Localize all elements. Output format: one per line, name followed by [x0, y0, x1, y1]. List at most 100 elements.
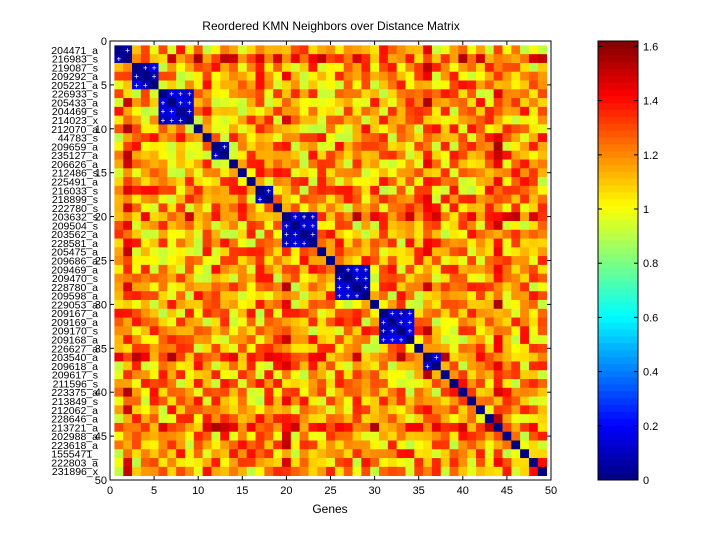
heatmap-cell: [387, 343, 398, 354]
heatmap-cell: [193, 141, 204, 152]
heatmap-cell: [387, 431, 398, 441]
heatmap-cell: [158, 370, 168, 380]
heatmap-cell: [255, 414, 265, 424]
heatmap-cell: [387, 45, 398, 55]
heatmap-cell: [211, 124, 221, 134]
heatmap-cell: [387, 291, 398, 301]
heatmap-cell: [423, 370, 433, 380]
neighbor-marker: +: [116, 55, 121, 64]
heatmap-cell: [211, 247, 221, 257]
heatmap-cell: [123, 229, 133, 239]
heatmap-cell: [184, 212, 195, 222]
heatmap-cell: [343, 414, 353, 424]
heatmap-cell: [326, 220, 336, 231]
heatmap-cell: [149, 71, 159, 81]
heatmap-cell: [211, 229, 221, 239]
heatmap-cell: [114, 335, 124, 345]
heatmap-cell: [431, 98, 442, 108]
heatmap-cell: [193, 133, 204, 143]
heatmap-cell: [396, 203, 406, 213]
heatmap-cell: [184, 238, 195, 248]
colorbar-tick-label: 0.8: [643, 258, 658, 270]
heatmap-cell: [370, 335, 380, 345]
heatmap-cell: [414, 379, 424, 389]
heatmap-cell: [184, 220, 195, 231]
heatmap-cell: [317, 133, 327, 143]
heatmap-cell: [343, 387, 353, 397]
heatmap-cell: [299, 168, 309, 178]
heatmap-cell: [493, 229, 503, 239]
heatmap-cell: [140, 185, 151, 196]
heatmap-cell: [352, 168, 362, 178]
heatmap-cell: [449, 98, 459, 108]
heatmap-cell: [308, 159, 318, 169]
heatmap-cell: [387, 159, 398, 169]
heatmap-cell: [237, 194, 248, 204]
heatmap-cell: [167, 291, 177, 301]
heatmap-cell: [379, 220, 389, 231]
heatmap-cell: [387, 194, 398, 204]
colorbar-segment: [598, 82, 638, 90]
heatmap-cell: [511, 62, 521, 73]
neighbor-marker: +: [363, 283, 368, 292]
heatmap-cell: [281, 387, 292, 397]
heatmap-cell: [493, 194, 503, 204]
heatmap-cell: [396, 54, 406, 64]
heatmap-cell: [140, 80, 151, 90]
gene-label: 209617_s: [52, 370, 98, 382]
heatmap-cell: [370, 431, 380, 441]
heatmap-cell: [149, 379, 159, 389]
heatmap-cell: [149, 440, 159, 450]
heatmap-cell: [379, 335, 389, 345]
heatmap-cell: [502, 238, 512, 248]
heatmap-cell: [449, 264, 459, 275]
heatmap-cell: [528, 177, 539, 187]
heatmap-cell: [423, 282, 433, 292]
heatmap-cell: [114, 89, 124, 99]
heatmap-cell: [423, 440, 433, 450]
heatmap-cell: [502, 440, 512, 450]
heatmap-cell: [308, 317, 318, 327]
heatmap-cell: [273, 352, 283, 362]
heatmap-cell: [467, 238, 477, 248]
gene-label: 205433_a: [51, 97, 98, 109]
heatmap-cell: [184, 317, 195, 327]
heatmap-cell: [220, 115, 230, 125]
heatmap-cell: [123, 141, 133, 152]
heatmap-cell: [149, 212, 159, 222]
heatmap-cell: [502, 405, 512, 415]
heatmap-cell: [299, 326, 309, 336]
heatmap-cell: [449, 238, 459, 248]
heatmap-cell: [379, 291, 389, 301]
colorbar-segment: [598, 349, 638, 358]
heatmap-cell: [370, 229, 380, 239]
heatmap-cell: [184, 141, 195, 152]
heatmap-cell: [167, 62, 177, 73]
heatmap-cell: [202, 300, 212, 310]
heatmap-cell: [520, 343, 530, 354]
heatmap-cell: [184, 194, 195, 204]
heatmap-cell: [290, 212, 301, 222]
heatmap-cell: [290, 229, 301, 239]
heatmap-cell: [405, 212, 415, 222]
heatmap-cell: [414, 133, 424, 143]
heatmap-cell: [467, 168, 477, 178]
heatmap-cell: [246, 141, 256, 152]
heatmap-cell: [520, 449, 530, 459]
heatmap-cell: [379, 414, 389, 424]
neighbor-marker: +: [187, 107, 192, 116]
heatmap-cell: [405, 414, 415, 424]
heatmap-cell: [202, 54, 212, 64]
heatmap-cell: [511, 405, 521, 415]
heatmap-cell: [343, 449, 353, 459]
heatmap-cell: [317, 361, 327, 371]
heatmap-cell: [387, 335, 398, 345]
heatmap-cell: [140, 220, 151, 231]
heatmap-cell: [370, 387, 380, 397]
heatmap-cell: [414, 177, 424, 187]
x-tick-label: 15: [236, 485, 248, 497]
heatmap-cell: [229, 203, 239, 213]
heatmap-cell: [326, 449, 336, 459]
heatmap-cell: [370, 220, 380, 231]
heatmap-cell: [528, 54, 539, 64]
